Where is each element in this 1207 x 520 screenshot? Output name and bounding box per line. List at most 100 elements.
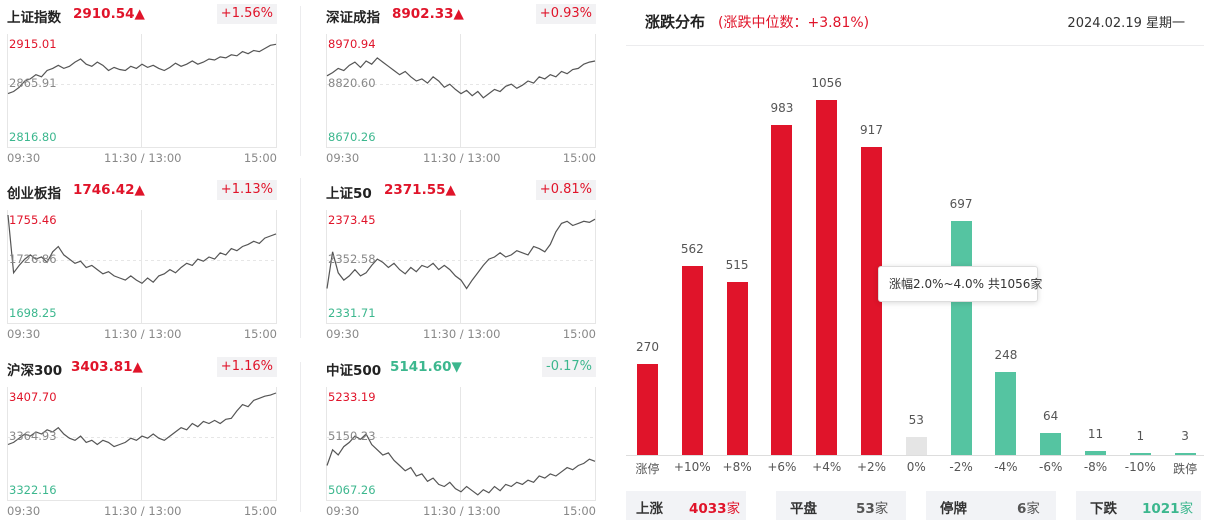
panel-title: 涨跌分布 bbox=[645, 13, 706, 31]
index-name: 沪深300 bbox=[7, 363, 63, 379]
index-change: +1.13% bbox=[216, 180, 277, 200]
summary-value: 4033家 bbox=[689, 497, 740, 517]
index-name: 深证成指 bbox=[326, 10, 380, 26]
axis-mid: 3364.93 bbox=[9, 429, 57, 443]
summary-label: 上涨 bbox=[636, 501, 663, 517]
price-line bbox=[7, 43, 277, 95]
summary-unit: 家 bbox=[874, 501, 889, 517]
axis-mid: 8820.60 bbox=[328, 76, 376, 90]
distribution-bar[interactable] bbox=[905, 437, 927, 455]
distribution-bar[interactable] bbox=[1040, 433, 1062, 455]
distribution-bar[interactable] bbox=[726, 281, 748, 455]
bar-value-label: 1 bbox=[1136, 429, 1145, 443]
summary-value: 53家 bbox=[856, 497, 888, 517]
bar-value-label: 562 bbox=[680, 242, 704, 257]
index-card[interactable]: 创业板指 1746.42▲ +1.13% 1755.46 1726.86 1698.25 0… bbox=[7, 180, 277, 343]
index-card[interactable]: 中证500 5141.60▼ -0.17% 5233.19 5150.23 5067.26… bbox=[326, 357, 596, 520]
bar-value-label: 515 bbox=[725, 257, 749, 272]
index-card[interactable]: 上证50 2371.55▲ +0.81% 2373.45 2352.58 2331.71 0… bbox=[326, 180, 596, 343]
time-start: 09:30 bbox=[7, 327, 41, 341]
summary-unit: 家 bbox=[1179, 501, 1194, 517]
index-change: +1.16% bbox=[216, 357, 277, 377]
distribution-bar[interactable] bbox=[1085, 451, 1106, 455]
time-start: 09:30 bbox=[326, 327, 360, 341]
distribution-bar[interactable] bbox=[861, 146, 882, 455]
index-price: 5141.60▼ bbox=[390, 359, 462, 375]
bar-value-label: 1056 bbox=[811, 76, 842, 90]
summary-label: 平盘 bbox=[790, 501, 817, 517]
bar-value-label: 917 bbox=[860, 122, 883, 137]
bar-category-label: +6% bbox=[767, 460, 797, 474]
time-mid: 11:30 / 13:00 bbox=[104, 151, 182, 165]
axis-low: 2331.71 bbox=[328, 306, 376, 320]
intraday-chart bbox=[326, 34, 596, 148]
time-end: 15:00 bbox=[562, 327, 596, 341]
summary-item: 下跌 1021家 bbox=[1076, 491, 1201, 520]
distribution-bar[interactable] bbox=[637, 364, 658, 455]
distribution-bar[interactable] bbox=[1129, 453, 1151, 455]
bar-value-label: 64 bbox=[1043, 409, 1059, 424]
axis-mid: 2352.58 bbox=[328, 252, 376, 266]
bar-category-label: 跌停 bbox=[1173, 462, 1198, 476]
index-price: 1746.42▲ bbox=[73, 182, 145, 198]
index-name: 创业板指 bbox=[7, 186, 61, 202]
summary-count: 1021 bbox=[1142, 501, 1180, 517]
axis-high: 2915.01 bbox=[9, 37, 57, 51]
time-mid: 11:30 / 13:00 bbox=[423, 327, 501, 341]
summary-label: 停牌 bbox=[940, 501, 967, 517]
bar-value-label: 11 bbox=[1087, 427, 1104, 442]
axis-low: 5067.26 bbox=[328, 483, 376, 497]
time-start: 09:30 bbox=[7, 151, 41, 165]
price-line bbox=[326, 433, 596, 496]
distribution-bar[interactable] bbox=[681, 266, 703, 455]
distribution-bar[interactable] bbox=[771, 124, 793, 455]
index-price: 8902.33▲ bbox=[392, 6, 464, 22]
summary-label: 下跌 bbox=[1090, 501, 1117, 517]
time-start: 09:30 bbox=[326, 151, 360, 165]
summary-unit: 家 bbox=[1026, 501, 1040, 517]
bar-category-label: 0% bbox=[906, 460, 926, 474]
summary-count: 53 bbox=[856, 501, 875, 517]
bar-category-label: +8% bbox=[722, 460, 752, 474]
index-change: -0.17% bbox=[542, 357, 596, 377]
bar-value-label: 248 bbox=[994, 347, 1018, 362]
bar-category-label: -6% bbox=[1039, 460, 1063, 474]
time-end: 15:00 bbox=[243, 327, 277, 341]
index-card[interactable]: 深证成指 8902.33▲ +0.93% 8970.94 8820.60 8670.26 0… bbox=[326, 4, 596, 167]
chart-tooltip: 涨幅2.0%~4.0% 共1056家 bbox=[878, 266, 1042, 302]
chart-baseline bbox=[626, 455, 1204, 456]
summary-item: 停牌 6家 bbox=[926, 491, 1056, 520]
time-end: 15:00 bbox=[562, 504, 596, 518]
summary-count: 6 bbox=[1017, 501, 1027, 517]
axis-mid: 5150.23 bbox=[328, 429, 376, 443]
bar-category-label: -2% bbox=[949, 460, 973, 474]
index-name: 上证指数 bbox=[7, 10, 61, 26]
time-start: 09:30 bbox=[326, 504, 360, 518]
bar-category-label: +10% bbox=[673, 460, 711, 474]
price-line bbox=[7, 392, 277, 448]
distribution-bar[interactable] bbox=[816, 100, 838, 455]
index-card[interactable]: 上证指数 2910.54▲ +1.56% 2915.01 2865.91 2816.80 0… bbox=[7, 4, 277, 167]
time-mid: 11:30 / 13:00 bbox=[423, 504, 501, 518]
distribution-bar[interactable] bbox=[950, 220, 972, 455]
bar-category-label: -8% bbox=[1083, 460, 1108, 474]
intraday-chart bbox=[7, 34, 277, 148]
index-card[interactable]: 沪深300 3403.81▲ +1.16% 3407.70 3364.93 3322.16… bbox=[7, 357, 277, 520]
index-name: 上证50 bbox=[326, 186, 372, 202]
index-price: 2371.55▲ bbox=[384, 182, 456, 198]
column-divider bbox=[300, 6, 301, 156]
bar-category-label: 涨停 bbox=[635, 462, 660, 476]
summary-value: 6家 bbox=[1017, 497, 1040, 517]
intraday-chart bbox=[7, 387, 277, 501]
distribution-bar[interactable] bbox=[1174, 453, 1196, 455]
index-change: +0.93% bbox=[535, 4, 596, 24]
distribution-bar[interactable] bbox=[995, 371, 1017, 455]
axis-high: 5233.19 bbox=[328, 390, 376, 404]
axis-high: 8970.94 bbox=[328, 37, 376, 51]
summary-item: 平盘 53家 bbox=[776, 491, 906, 520]
axis-low: 2816.80 bbox=[9, 130, 57, 144]
bar-category-label: +2% bbox=[856, 460, 887, 474]
intraday-chart bbox=[326, 210, 596, 324]
axis-mid: 2865.91 bbox=[9, 76, 57, 90]
bar-category-label: -10% bbox=[1124, 460, 1156, 474]
